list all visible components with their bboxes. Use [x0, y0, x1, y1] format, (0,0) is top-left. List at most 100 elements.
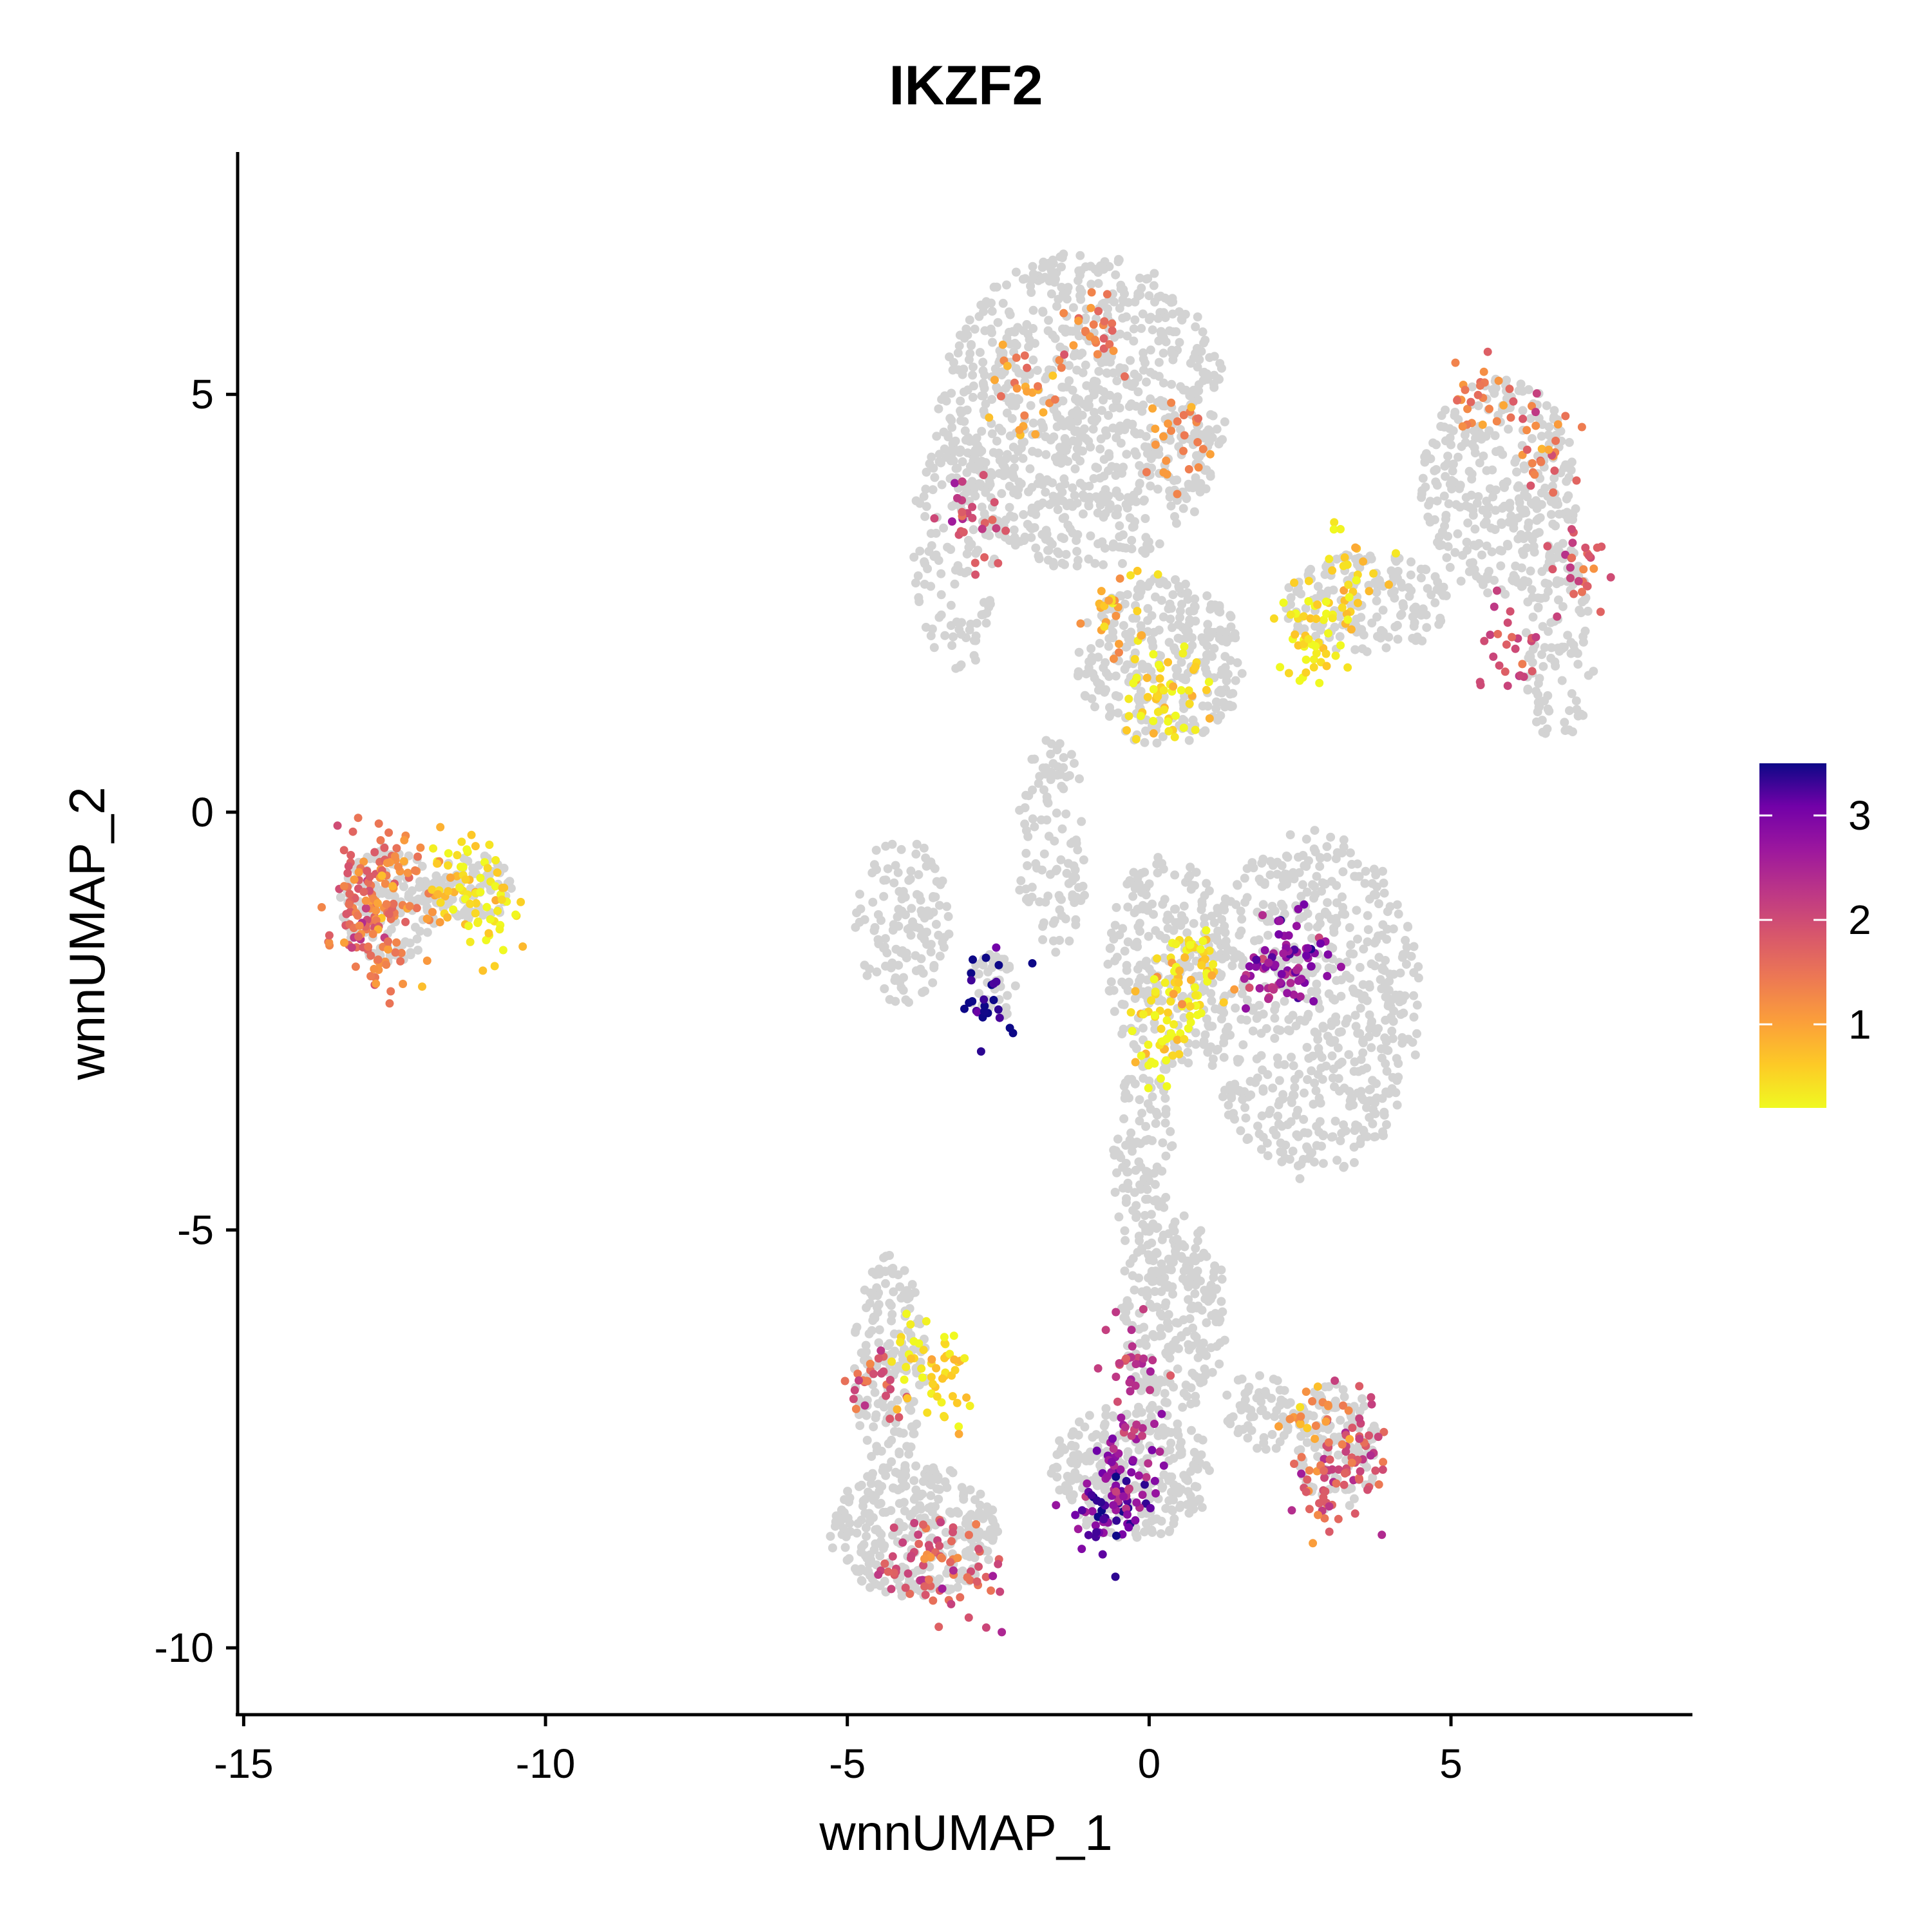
- cell-point: [1173, 1419, 1182, 1429]
- cell-point: [1267, 1430, 1277, 1439]
- cell-point: [1302, 994, 1312, 1004]
- cell-point: [1180, 579, 1190, 589]
- cell-point: [867, 868, 877, 878]
- cell-point: [1237, 669, 1247, 678]
- cell-point: [413, 894, 423, 904]
- cell-point: [1078, 509, 1088, 519]
- cell-point: [1367, 959, 1376, 969]
- cell-point: [1255, 1129, 1264, 1139]
- cell-point: [1161, 933, 1171, 943]
- cell-point: [985, 531, 994, 540]
- cell-point: [1270, 906, 1280, 916]
- cell-point: [1409, 942, 1419, 951]
- cell-point: [1439, 582, 1448, 592]
- cell-point: [1032, 863, 1041, 873]
- cell-point: [1491, 506, 1501, 515]
- cell-point: [1421, 482, 1430, 492]
- cell-point: [1531, 529, 1541, 538]
- expressing-cell-point: [381, 879, 390, 888]
- cell-point: [1464, 567, 1474, 576]
- cell-point: [1157, 1516, 1166, 1526]
- cell-point: [1151, 1266, 1160, 1276]
- cell-point: [1071, 394, 1081, 403]
- expressing-cell-point: [1348, 1424, 1357, 1433]
- cell-point: [1238, 1425, 1248, 1434]
- cell-point: [1412, 1000, 1422, 1010]
- cell-point: [1528, 593, 1537, 602]
- cell-point: [1200, 1364, 1209, 1374]
- cell-point: [1161, 1105, 1171, 1114]
- cell-point: [946, 545, 956, 554]
- cell-point: [1466, 490, 1476, 500]
- cell-point: [1070, 491, 1079, 500]
- cell-point: [1041, 450, 1051, 459]
- cell-point: [973, 1533, 982, 1543]
- cell-point: [1028, 418, 1038, 428]
- cell-point: [1456, 576, 1466, 586]
- cell-point: [1101, 1411, 1111, 1420]
- expressing-cell-point: [1296, 1403, 1305, 1412]
- cell-point: [422, 928, 432, 937]
- cell-point: [1379, 1131, 1388, 1141]
- expressing-cell-point: [461, 875, 470, 884]
- cell-point: [1521, 508, 1531, 518]
- cell-point: [1458, 551, 1468, 560]
- cell-point: [1441, 472, 1450, 481]
- expressing-cell-point: [353, 911, 362, 920]
- cell-point: [1400, 991, 1410, 1001]
- cell-point: [870, 1387, 880, 1397]
- cell-point: [1375, 576, 1384, 586]
- cell-point: [1255, 1371, 1264, 1380]
- cell-point: [1551, 521, 1560, 531]
- cell-point: [1136, 973, 1146, 983]
- cell-point: [1068, 408, 1078, 417]
- cell-point: [963, 448, 972, 458]
- cell-point: [1130, 378, 1139, 388]
- cell-point: [976, 1489, 985, 1499]
- cell-point: [936, 880, 945, 890]
- cell-point: [1147, 1525, 1157, 1535]
- cell-point: [1256, 1029, 1266, 1038]
- cell-point: [1258, 1087, 1268, 1096]
- cell-point: [887, 839, 897, 849]
- expressing-cell-point: [392, 844, 401, 853]
- cell-point: [1015, 885, 1025, 895]
- cell-point: [1430, 466, 1439, 475]
- cell-point: [1209, 643, 1219, 653]
- cell-point: [899, 1290, 909, 1299]
- cell-point: [1159, 1377, 1169, 1386]
- cell-point: [1253, 1073, 1262, 1083]
- cell-point: [436, 878, 446, 888]
- cell-point: [1260, 1387, 1270, 1396]
- cell-point: [1086, 531, 1095, 540]
- expressing-cell-point: [485, 841, 494, 849]
- cell-point: [1392, 1100, 1402, 1110]
- cell-point: [1237, 914, 1247, 924]
- cell-point: [1112, 396, 1121, 405]
- cell-point: [1332, 1156, 1342, 1165]
- expressing-cell-point: [390, 852, 399, 861]
- cell-point: [1226, 689, 1235, 699]
- cell-point: [1016, 479, 1026, 488]
- cell-point: [1317, 1053, 1327, 1062]
- cell-point: [1553, 643, 1562, 653]
- expressing-cell-point: [1365, 1431, 1374, 1440]
- cell-point: [1350, 1444, 1360, 1454]
- cell-point: [1206, 1343, 1216, 1353]
- cell-point: [1130, 1079, 1140, 1089]
- cell-point: [1379, 888, 1389, 898]
- cell-point: [1184, 482, 1194, 492]
- cell-point: [1190, 1289, 1200, 1299]
- cell-point: [1178, 1402, 1188, 1412]
- cell-point: [1146, 481, 1155, 491]
- cell-point: [978, 610, 987, 620]
- cell-point: [1234, 1086, 1243, 1096]
- cell-point: [1254, 935, 1264, 944]
- expressing-cell-point: [1077, 1545, 1086, 1554]
- cell-point: [1443, 459, 1452, 468]
- cell-point: [1166, 1127, 1175, 1136]
- cell-point: [1455, 502, 1465, 512]
- cell-point: [862, 1532, 871, 1541]
- cell-point: [1551, 499, 1560, 509]
